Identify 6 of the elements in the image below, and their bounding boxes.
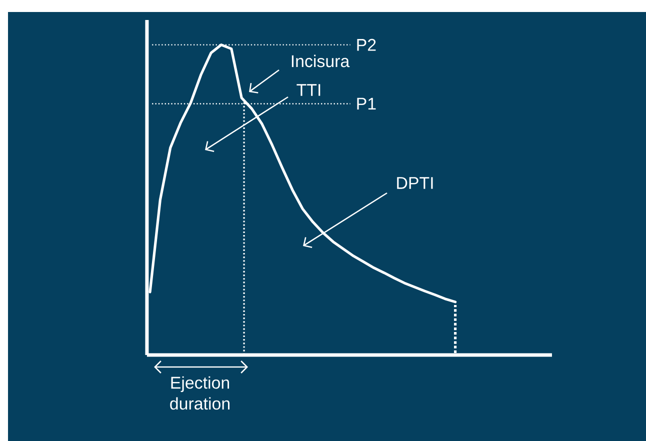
annotation: TTI bbox=[296, 84, 320, 96]
annotation: DPTI bbox=[397, 177, 433, 189]
ref-line-label: P1 bbox=[357, 98, 376, 110]
text: Ejection duration bbox=[170, 376, 230, 410]
annotation: Incisura bbox=[292, 54, 350, 68]
ref-line-label: P2 bbox=[357, 38, 376, 51]
